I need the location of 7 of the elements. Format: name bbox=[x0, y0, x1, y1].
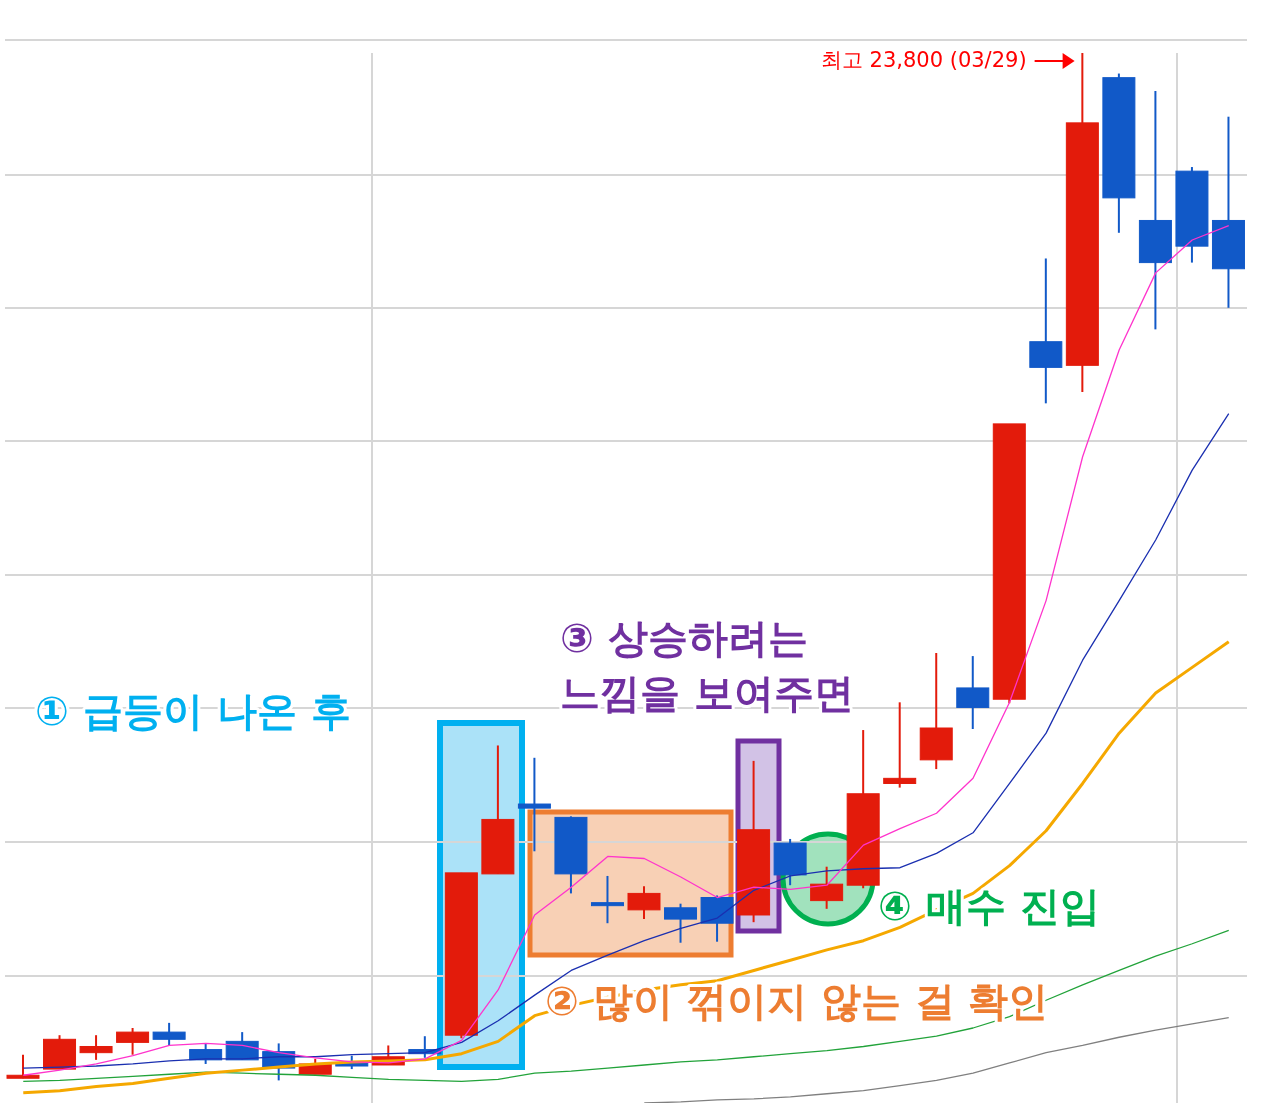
annotation: ① 급등이 나온 후 bbox=[35, 688, 351, 734]
candlestick bbox=[79, 1034, 113, 1061]
candlestick bbox=[590, 874, 624, 925]
annotation: 최고 23,800 (03/29) bbox=[820, 48, 1027, 72]
candlestick bbox=[517, 756, 551, 853]
annotation: ③ 상승하려는 느낌을 보여주면 bbox=[560, 615, 854, 716]
candlestick bbox=[883, 701, 917, 789]
